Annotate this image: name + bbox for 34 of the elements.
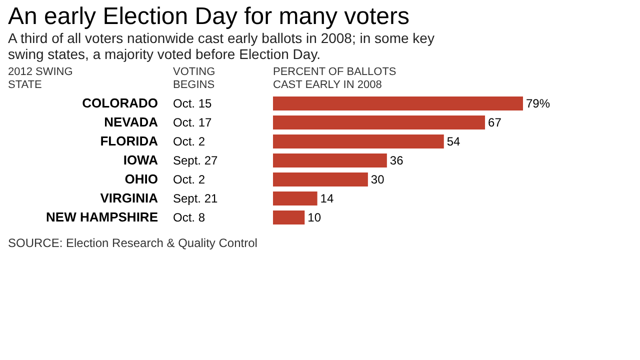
text: PERCENT OF BALLOTS CAST EARLY IN 2008 [273, 66, 396, 91]
text: VOTING BEGINS [173, 66, 216, 91]
bar [273, 96, 523, 110]
text: Sept. 27 [173, 154, 218, 168]
y-tick-label: OHIO [124, 172, 158, 186]
data-label: 67 [488, 116, 502, 130]
text: Oct. 17 [173, 116, 212, 130]
data-label: 14 [320, 192, 334, 206]
y-tick-label: NEVADA [104, 114, 159, 130]
y-tick-label: NEW HAMPSHIRE [46, 210, 158, 224]
chart-title: An early Election Day for many voters [8, 3, 410, 30]
data-label: 54 [446, 134, 461, 148]
data-label: 30 [370, 172, 385, 186]
bar [273, 172, 368, 186]
data-label: 10 [308, 210, 322, 224]
text: Oct. 8 [173, 210, 206, 224]
text: Oct. 2 [173, 172, 206, 186]
text: Oct. 2 [173, 134, 206, 148]
text: Oct. 15 [173, 96, 212, 110]
y-tick-label: VIRGINIA [100, 190, 159, 206]
bar [273, 116, 486, 130]
text: 2012 SWING STATE [8, 66, 73, 91]
chart-subtitle: A third of all voters nationwide cast early ballots in 2008; in some key swing states, a majority voted before Election Day. [8, 30, 434, 62]
bar [273, 192, 318, 206]
text: Sept. 21 [173, 192, 218, 206]
bar [273, 210, 305, 224]
y-tick-label: FLORIDA [100, 134, 159, 148]
y-tick-label: COLORADO [82, 96, 158, 110]
bar [273, 134, 444, 148]
data-label: 36 [390, 154, 404, 168]
bar [273, 154, 387, 168]
source-note: SOURCE: Election Research & Quality Control [8, 236, 258, 250]
y-tick-label: IOWA [123, 152, 159, 168]
data-label: 79% [526, 96, 550, 110]
